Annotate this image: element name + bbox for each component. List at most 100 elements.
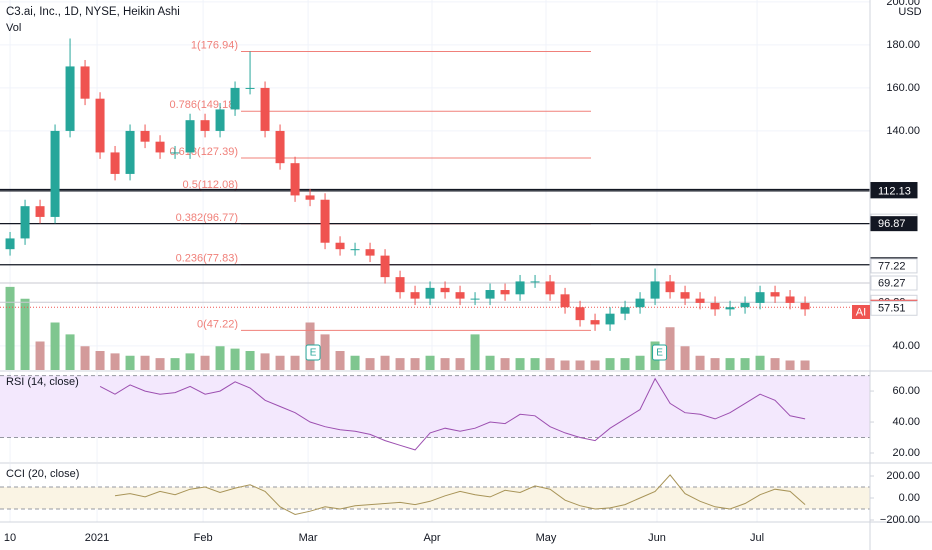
y-tick-label: 20.00: [892, 447, 920, 459]
volume-bar: [800, 360, 810, 370]
x-tick-label: Apr: [423, 532, 440, 544]
candle-body: [80, 66, 90, 99]
price-badge: [870, 183, 918, 199]
y-tick-label: 200.00: [886, 0, 920, 8]
candle-body: [560, 294, 570, 308]
candle-body: [245, 87, 255, 89]
volume-bar: [455, 358, 465, 370]
volume-bar: [5, 286, 15, 370]
volume-bar: [710, 358, 720, 370]
symbol-badge-text: AI: [856, 306, 866, 318]
event-label: E: [656, 348, 663, 359]
candle-body: [575, 307, 585, 321]
volume-bar: [95, 351, 105, 370]
price-badge: [870, 275, 918, 291]
indicator-line: [114, 474, 806, 516]
volume-bar: [440, 358, 450, 370]
volume-label: Vol: [6, 22, 21, 34]
candle-body: [785, 296, 795, 303]
price-badge: [870, 216, 918, 232]
fib-label: 0.5(112.08): [183, 179, 238, 191]
volume-bar: [485, 355, 495, 370]
candle-body: [605, 313, 615, 325]
candle-body: [155, 141, 165, 153]
volume-bar: [185, 353, 195, 370]
candle-body: [20, 206, 30, 239]
volume-bar: [290, 355, 300, 370]
price-badge-label: 69.27: [878, 277, 906, 289]
volume-bar: [65, 334, 75, 370]
volume-bar: [530, 358, 540, 370]
volume-bar: [395, 358, 405, 370]
y-tick-label: 40.00: [892, 416, 920, 428]
x-tick-label: Mar: [299, 532, 318, 544]
price-badge: [870, 300, 918, 316]
pane-title: CCI (20, close): [6, 468, 79, 480]
volume-bar: [125, 355, 135, 370]
volume-bar: [560, 360, 570, 370]
volume-bar: [725, 358, 735, 370]
candle-body: [5, 238, 15, 250]
candle-body: [125, 130, 135, 174]
candle-body: [485, 290, 495, 299]
volume-bar: [680, 346, 690, 370]
candle-body: [800, 302, 810, 310]
candle-body: [365, 249, 375, 256]
volume-bar: [245, 351, 255, 370]
volume-bar: [740, 358, 750, 370]
volume-bar: [80, 346, 90, 370]
candle-body: [65, 66, 75, 131]
candle-body: [515, 281, 525, 295]
candle-body: [335, 242, 345, 250]
y-tick-label: 40.00: [892, 340, 920, 352]
volume-bar: [785, 360, 795, 370]
volume-bar: [170, 358, 180, 370]
y-tick-label: 160.00: [886, 82, 920, 94]
candle-body: [50, 130, 60, 217]
indicator-line: [99, 377, 806, 451]
volume-bar: [260, 353, 270, 370]
event-marker: [652, 344, 668, 361]
candle-body: [530, 281, 540, 283]
y-tick-label: −200.00: [880, 514, 920, 526]
y-tick-label: 140.00: [886, 125, 920, 137]
volume-bar: [605, 358, 615, 370]
candle-body: [410, 292, 420, 299]
candle-body: [620, 307, 630, 314]
price-badge-label: 96.87: [878, 218, 906, 230]
volume-bar: [545, 358, 555, 370]
candle-body: [650, 281, 660, 299]
volume-bar: [350, 355, 360, 370]
volume-bar: [365, 358, 375, 370]
candle-body: [170, 152, 180, 154]
candle-body: [95, 98, 105, 153]
price-badge-label: 57.51: [878, 303, 906, 315]
volume-bar: [470, 334, 480, 370]
candle-body: [665, 281, 675, 293]
candle-body: [455, 292, 465, 299]
x-tick-label: Feb: [194, 532, 213, 544]
volume-bar: [50, 322, 60, 370]
volume-bar: [155, 358, 165, 370]
volume-bar: [500, 358, 510, 370]
volume-bar: [590, 360, 600, 370]
volume-bar: [665, 327, 675, 370]
candle-body: [770, 292, 780, 297]
fib-label: 0.618(127.39): [170, 146, 239, 158]
x-tick-label: Jun: [648, 532, 666, 544]
candle-body: [500, 290, 510, 295]
volume-bar: [230, 348, 240, 370]
candle-body: [470, 298, 480, 300]
pane-title: RSI (14, close): [6, 376, 79, 388]
candle-body: [695, 298, 705, 303]
candle-body: [755, 292, 765, 303]
volume-bar: [425, 355, 435, 370]
candle-body: [290, 163, 300, 196]
candle-body: [710, 302, 720, 310]
volume-bar: [335, 351, 345, 370]
x-tick-label: 10: [4, 532, 16, 544]
candle-body: [380, 255, 390, 278]
